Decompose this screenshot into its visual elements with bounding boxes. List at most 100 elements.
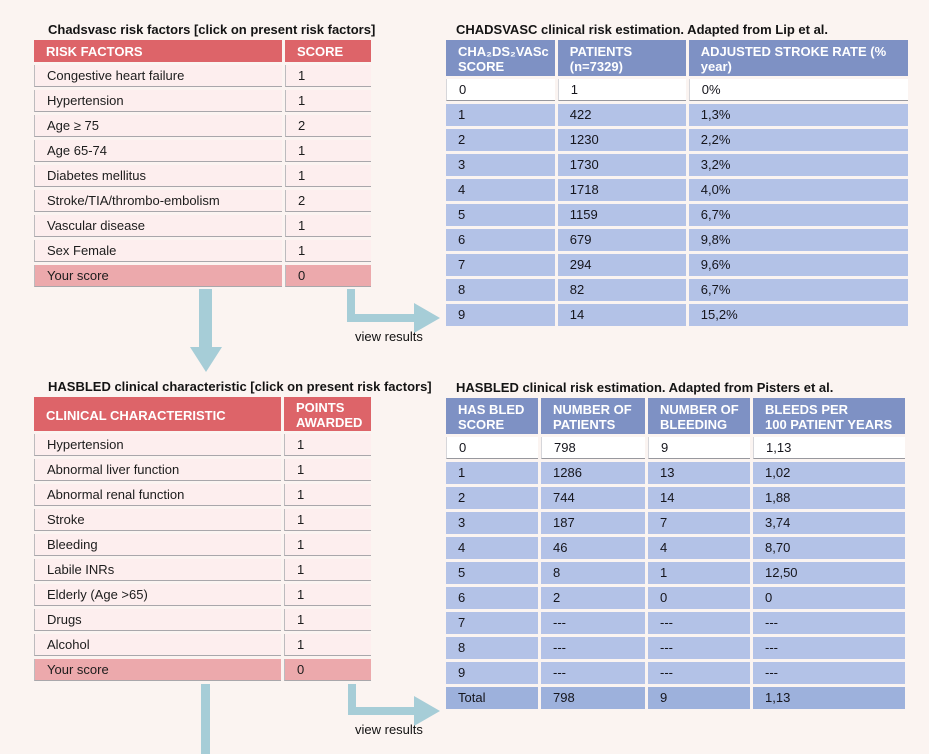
hasbled-input-title: HASBLED clinical characteristic [click o… bbox=[48, 379, 432, 394]
table-cell: 4 bbox=[648, 537, 750, 559]
table-cell: 294 bbox=[557, 254, 686, 276]
table-cell: 1 bbox=[284, 484, 371, 506]
table-cell: Bleeding bbox=[34, 534, 281, 556]
risk-factor-row[interactable]: Elderly (Age >65) 1 bbox=[34, 584, 371, 606]
table-cell: 1 bbox=[284, 534, 371, 556]
table-cell: 82 bbox=[557, 279, 686, 301]
table-cell: 744 bbox=[541, 487, 645, 509]
hasbled-results-table: HAS BLED SCORE NUMBER OF PATIENTS NUMBER O… bbox=[443, 395, 908, 712]
risk-factor-row[interactable]: Sex Female 1 bbox=[34, 240, 371, 262]
table-cell: 9 bbox=[446, 304, 555, 326]
hasbled-results-panel: HASBLED clinical risk estimation. Adapte… bbox=[443, 380, 908, 712]
column-header: ADJUSTED STROKE RATE (% year) bbox=[688, 40, 908, 76]
view-results-label-chadsvasc: view results bbox=[355, 329, 423, 344]
risk-factor-row[interactable]: Diabetes mellitus 1 bbox=[34, 165, 371, 187]
table-cell: 0 bbox=[285, 265, 371, 287]
table-cell: 3 bbox=[446, 512, 538, 534]
table-cell: 1286 bbox=[541, 462, 645, 484]
table-cell: Abnormal liver function bbox=[34, 459, 281, 481]
risk-factor-row[interactable]: Abnormal renal function 1 bbox=[34, 484, 371, 506]
arrow-shaft bbox=[347, 314, 414, 322]
table-cell: 14 bbox=[648, 487, 750, 509]
table-cell: 9,8% bbox=[688, 229, 908, 251]
table-cell: 4 bbox=[446, 179, 555, 201]
risk-factor-row[interactable]: Congestive heart failure 1 bbox=[34, 65, 371, 87]
risk-factor-row[interactable]: Abnormal liver function 1 bbox=[34, 459, 371, 481]
table-cell: Stroke/TIA/thrombo-embolism bbox=[34, 190, 282, 212]
table-cell: 5 bbox=[446, 204, 555, 226]
column-header: CHA₂DS₂VASc SCORE bbox=[446, 40, 555, 76]
view-results-label-hasbled: view results bbox=[355, 722, 423, 737]
column-header: CLINICAL CHARACTERISTIC bbox=[34, 397, 281, 431]
risk-factor-row[interactable]: Stroke/TIA/thrombo-embolism 2 bbox=[34, 190, 371, 212]
table-cell: 3,2% bbox=[688, 154, 908, 176]
table-cell: Age ≥ 75 bbox=[34, 115, 282, 137]
table-cell: 2 bbox=[446, 129, 555, 151]
risk-factor-row[interactable]: Bleeding 1 bbox=[34, 534, 371, 556]
table-cell: 0 bbox=[446, 437, 538, 459]
header-row: CHA₂DS₂VASc SCORE PATIENTS (n=7329) ADJUST… bbox=[446, 40, 908, 76]
table-cell: --- bbox=[541, 662, 645, 684]
risk-factor-row[interactable]: Drugs 1 bbox=[34, 609, 371, 631]
table-cell: --- bbox=[541, 637, 645, 659]
table-cell: 7 bbox=[446, 612, 538, 634]
hasbled-result-row: 9 --- --- --- bbox=[446, 662, 905, 684]
table-cell: --- bbox=[753, 662, 905, 684]
table-cell: --- bbox=[648, 637, 750, 659]
table-cell: 187 bbox=[541, 512, 645, 534]
risk-factor-row[interactable]: Stroke 1 bbox=[34, 509, 371, 531]
table-cell: Abnormal renal function bbox=[34, 484, 281, 506]
arrow-shaft bbox=[348, 684, 356, 715]
risk-factor-row[interactable]: Age ≥ 75 2 bbox=[34, 115, 371, 137]
chadsvasc-result-row: 2 1230 2,2% bbox=[446, 129, 908, 151]
risk-factor-row[interactable]: Vascular disease 1 bbox=[34, 215, 371, 237]
table-cell: 1,13 bbox=[753, 687, 905, 709]
table-cell: 7 bbox=[648, 512, 750, 534]
table-cell: 1 bbox=[557, 79, 686, 101]
table-cell: 1 bbox=[285, 90, 371, 112]
table-cell: 1 bbox=[284, 459, 371, 481]
chadsvasc-result-row: 8 82 6,7% bbox=[446, 279, 908, 301]
risk-factor-row[interactable]: Hypertension 1 bbox=[34, 434, 371, 456]
table-cell: 46 bbox=[541, 537, 645, 559]
table-cell: 15,2% bbox=[688, 304, 908, 326]
table-cell: Total bbox=[446, 687, 538, 709]
table-cell: 13 bbox=[648, 462, 750, 484]
risk-factor-row[interactable]: Hypertension 1 bbox=[34, 90, 371, 112]
table-cell: 1,02 bbox=[753, 462, 905, 484]
hasbled-result-row: 3 187 7 3,74 bbox=[446, 512, 905, 534]
risk-factor-row[interactable]: Labile INRs 1 bbox=[34, 559, 371, 581]
table-cell: 1 bbox=[285, 215, 371, 237]
table-cell: 1230 bbox=[557, 129, 686, 151]
table-cell: 1 bbox=[284, 559, 371, 581]
table-cell: 2 bbox=[541, 587, 645, 609]
risk-factor-row[interactable]: Alcohol 1 bbox=[34, 634, 371, 656]
table-cell: 1 bbox=[285, 65, 371, 87]
table-cell: Hypertension bbox=[34, 90, 282, 112]
table-cell: 12,50 bbox=[753, 562, 905, 584]
hasbled-input-table: CLINICAL CHARACTERISTIC POINTS AWARDED Hy… bbox=[31, 394, 374, 684]
table-cell: 8 bbox=[446, 279, 555, 301]
table-cell: 1 bbox=[285, 140, 371, 162]
table-cell: Your score bbox=[34, 265, 282, 287]
table-cell: 4 bbox=[446, 537, 538, 559]
table-cell: 1,88 bbox=[753, 487, 905, 509]
risk-factor-row[interactable]: Age 65-74 1 bbox=[34, 140, 371, 162]
table-cell: 798 bbox=[541, 437, 645, 459]
table-cell: 6 bbox=[446, 587, 538, 609]
chadsvasc-result-row: 3 1730 3,2% bbox=[446, 154, 908, 176]
arrow-shaft bbox=[347, 289, 355, 322]
hasbled-result-row: 4 46 4 8,70 bbox=[446, 537, 905, 559]
table-cell: 1,13 bbox=[753, 437, 905, 459]
table-cell: 1 bbox=[648, 562, 750, 584]
hasbled-result-row: 1 1286 13 1,02 bbox=[446, 462, 905, 484]
hasbled-result-row: 2 744 14 1,88 bbox=[446, 487, 905, 509]
table-cell: 1 bbox=[285, 165, 371, 187]
table-cell: Alcohol bbox=[34, 634, 281, 656]
chadsvasc-result-row: 0 1 0% bbox=[446, 79, 908, 101]
your-score-row: Your score 0 bbox=[34, 659, 371, 681]
table-cell: 9 bbox=[648, 437, 750, 459]
table-cell: --- bbox=[753, 637, 905, 659]
